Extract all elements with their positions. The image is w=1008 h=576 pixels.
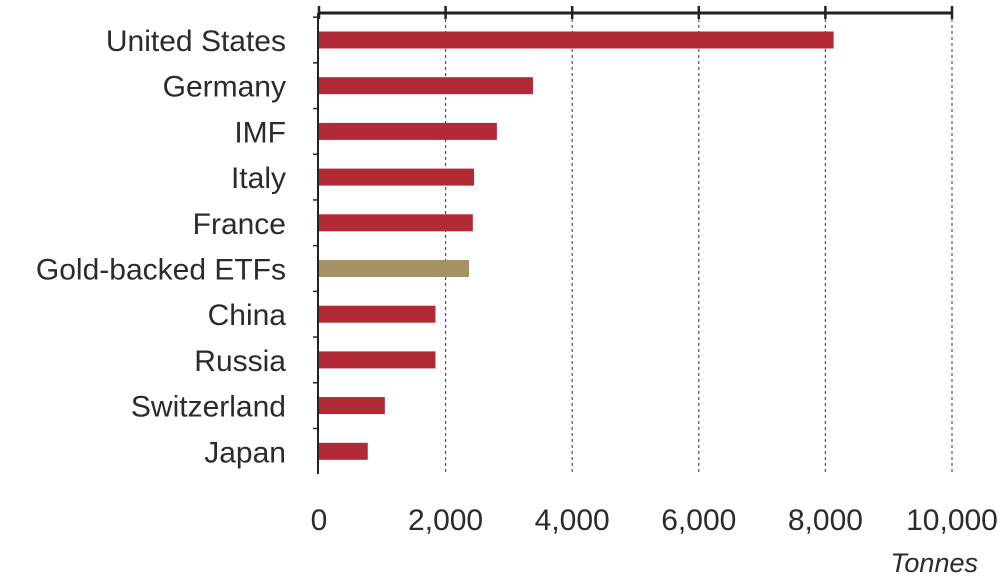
category-label-imf: IMF xyxy=(234,116,286,149)
category-label-united-states: United States xyxy=(106,25,286,58)
bar-russia xyxy=(319,351,436,369)
category-labels: United States Germany IMF Italy France Gold-b… xyxy=(36,25,286,469)
x-tick-labels: 0 2,000 4,000 6,000 8,000 10,000 xyxy=(311,504,998,537)
x-tick-label: 4,000 xyxy=(535,504,610,537)
category-label-switzerland: Switzerland xyxy=(131,391,286,424)
axes xyxy=(313,6,954,474)
bar-japan xyxy=(319,442,368,460)
category-label-germany: Germany xyxy=(163,71,286,104)
x-tick-label: 6,000 xyxy=(661,504,736,537)
x-tick-label: 8,000 xyxy=(788,504,863,537)
x-axis-unit-label: Tonnes xyxy=(890,548,978,576)
bar-china xyxy=(319,305,436,323)
bars xyxy=(319,31,834,460)
bar-gold-backed-etfs xyxy=(319,260,470,277)
x-tick-label: 0 xyxy=(311,504,328,537)
bar-italy xyxy=(319,168,475,186)
bar-switzerland xyxy=(319,397,385,415)
bar-germany xyxy=(319,77,533,95)
bar-united-states xyxy=(319,31,834,49)
gridlines xyxy=(445,13,953,474)
category-label-russia: Russia xyxy=(194,345,286,378)
x-tick-label: 2,000 xyxy=(408,504,483,537)
x-tick-label: 10,000 xyxy=(906,504,998,537)
bar-france xyxy=(319,214,473,232)
bar-imf xyxy=(319,122,497,140)
category-label-italy: Italy xyxy=(231,162,286,195)
category-label-france: France xyxy=(193,208,286,241)
category-label-japan: Japan xyxy=(204,436,286,469)
category-label-china: China xyxy=(208,299,287,332)
category-label-gold-backed-etfs: Gold-backed ETFs xyxy=(36,254,286,287)
